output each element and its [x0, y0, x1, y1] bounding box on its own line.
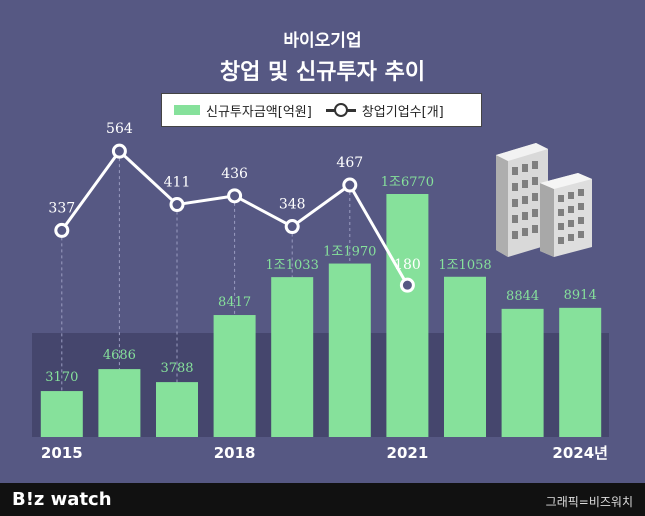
building-icon: [496, 143, 592, 257]
line-value-label: 411: [164, 175, 191, 191]
bar: [40, 391, 83, 437]
line-point: [111, 143, 127, 159]
bar-value-label: 4686: [103, 348, 136, 363]
line-value-label: 337: [48, 200, 75, 216]
bar-value-label: 1조1033: [266, 258, 319, 273]
line-value-label: 348: [279, 197, 306, 213]
bar: [386, 194, 429, 437]
x-tick-label: 2015: [41, 444, 83, 462]
bar-value-label: 1조1058: [438, 258, 491, 273]
footer: B!z watch 그래픽=비즈워치: [0, 483, 645, 516]
line-point: [169, 197, 185, 213]
bar: [559, 307, 602, 437]
brand-logo: B!z watch: [12, 489, 112, 510]
line-value-label: 180: [394, 257, 421, 273]
line-point: [227, 188, 243, 204]
bar: [271, 277, 314, 437]
chart-plot: 3170 4686 3788 8417 1조1033 1조1970 1조6770 1조1058…: [32, 121, 609, 462]
bar: [328, 263, 371, 437]
x-tick-label: 2018: [214, 444, 256, 462]
legend-item-line: 창업기업수[개]: [312, 101, 444, 120]
chart-subtitle: 창업 및 신규투자 추이: [219, 60, 426, 85]
line-point: [342, 177, 358, 193]
legend-bar-label: 신규투자금액[억원]: [206, 104, 312, 120]
legend-bar-swatch: [174, 105, 200, 115]
legend-item-bar: 신규투자금액[억원]: [162, 101, 312, 120]
bar-value-label: 3788: [160, 361, 193, 376]
line-point: [284, 219, 300, 235]
bar-value-label: 8844: [506, 289, 539, 304]
bar-value-label: 8417: [218, 295, 251, 310]
x-tick-label: 2021: [387, 444, 429, 462]
bar-value-label: 3170: [45, 370, 78, 385]
bar-value-label: 1조6770: [381, 175, 434, 190]
bar: [156, 382, 198, 437]
legend-line-marker: [325, 103, 356, 117]
line-value-label: 436: [221, 166, 248, 182]
x-tick-label: 2024년: [552, 444, 608, 462]
legend: 신규투자금액[억원] 창업기업수[개]: [161, 93, 482, 127]
bar-value-label: 1조1970: [323, 245, 376, 260]
bar: [98, 369, 141, 437]
line-value-label: 467: [336, 155, 363, 171]
line-value-label: 564: [106, 121, 133, 137]
bar: [501, 308, 544, 437]
bar-value-label: 8914: [564, 288, 597, 303]
chart-title: 바이오기업: [283, 31, 362, 51]
legend-line-label: 창업기업수[개]: [361, 104, 444, 120]
graphic-credit: 그래픽=비즈워치: [545, 495, 633, 509]
line-point: [54, 222, 70, 238]
bar: [213, 315, 256, 437]
bar: [444, 276, 486, 437]
line-point: [399, 277, 415, 293]
